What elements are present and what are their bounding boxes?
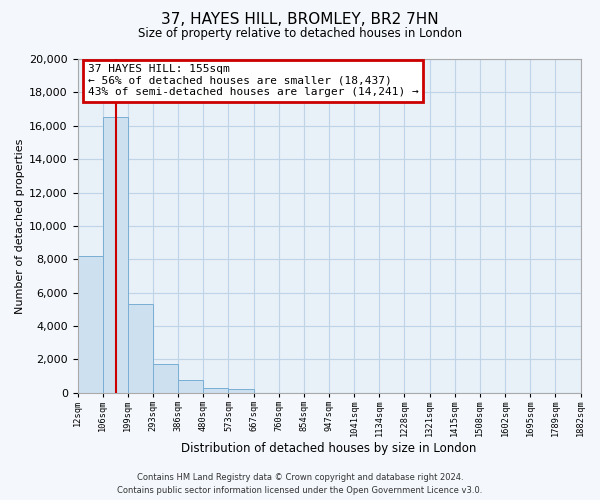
Text: Contains HM Land Registry data © Crown copyright and database right 2024.
Contai: Contains HM Land Registry data © Crown c… — [118, 474, 482, 495]
Bar — [178, 380, 203, 393]
Bar — [128, 304, 153, 393]
Text: 37 HAYES HILL: 155sqm
← 56% of detached houses are smaller (18,437)
43% of semi-: 37 HAYES HILL: 155sqm ← 56% of detached … — [88, 64, 418, 97]
Text: Size of property relative to detached houses in London: Size of property relative to detached ho… — [138, 28, 462, 40]
Bar — [229, 390, 254, 393]
Text: 37, HAYES HILL, BROMLEY, BR2 7HN: 37, HAYES HILL, BROMLEY, BR2 7HN — [161, 12, 439, 28]
Bar — [103, 118, 128, 393]
Bar — [77, 256, 103, 393]
Bar — [153, 364, 178, 393]
Bar — [203, 388, 229, 393]
X-axis label: Distribution of detached houses by size in London: Distribution of detached houses by size … — [181, 442, 476, 455]
Y-axis label: Number of detached properties: Number of detached properties — [15, 138, 25, 314]
